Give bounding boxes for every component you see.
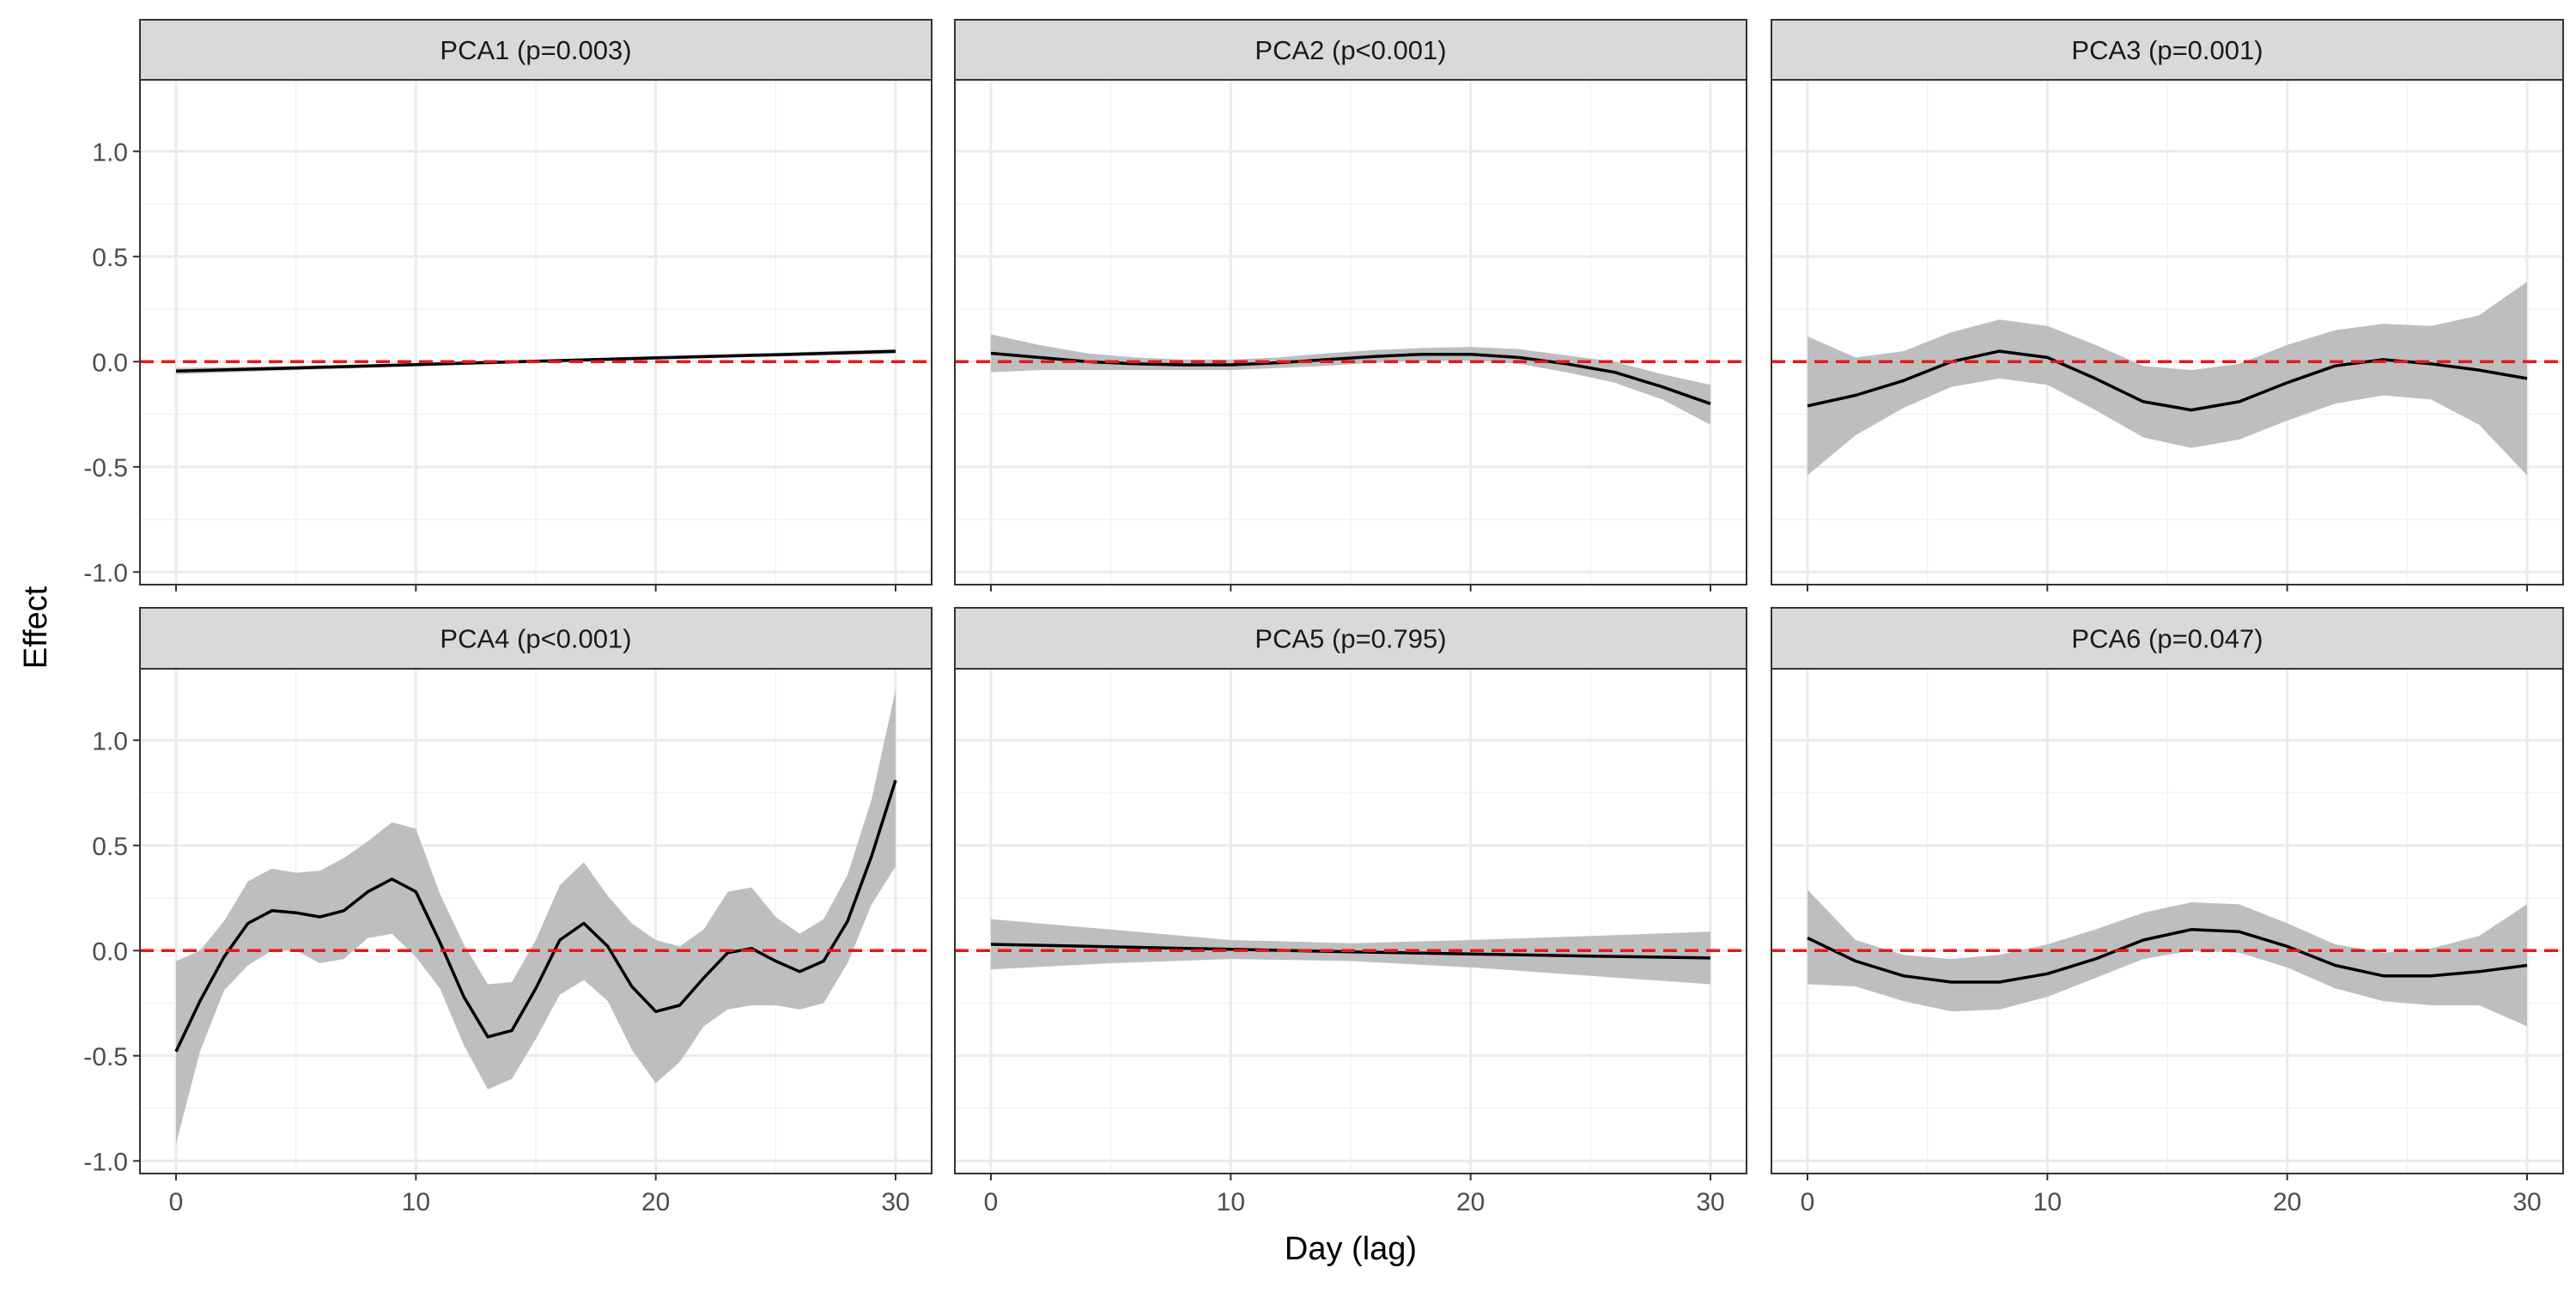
panel-2-strip-label: PCA2 (p<0.001): [1255, 35, 1446, 65]
panel-4-x-tick-label: 30: [881, 1188, 909, 1216]
panel-5-x-tick-label: 20: [1456, 1188, 1485, 1216]
panel-4-x-tick-label: 10: [402, 1188, 430, 1216]
panel-6-x-tick-label: 20: [2273, 1188, 2301, 1216]
panel-5-x-tick-label: 30: [1696, 1188, 1724, 1216]
panel-1-strip-label: PCA1 (p=0.003): [440, 35, 631, 65]
panel-4-y-tick-label: 0.5: [92, 833, 128, 861]
panel-5-x-tick-label: 0: [984, 1188, 999, 1216]
x-axis-title: Day (lag): [1285, 1231, 1417, 1267]
panel-6-x-tick-label: 30: [2512, 1188, 2541, 1216]
panel-3-strip-label: PCA3 (p=0.001): [2071, 35, 2263, 65]
panel-1-strip: [139, 19, 933, 81]
panel-4-y-tick-label: 0.0: [92, 937, 128, 966]
panel-6-confidence-band: [1807, 889, 2527, 1027]
panel-1-y-tick-label: 0.5: [92, 244, 128, 272]
panel-6-x-tick-label: 0: [1801, 1188, 1815, 1216]
panel-1-y-tick-label: -1.0: [83, 559, 128, 587]
panel-6-strip: [1771, 607, 2564, 670]
panel-2-confidence-band: [991, 334, 1710, 425]
panel-3-confidence-band: [1807, 282, 2527, 476]
panel-2-strip: [954, 19, 1747, 81]
panel-5-x-tick-label: 10: [1217, 1188, 1245, 1216]
panel-1-y-tick-label: 1.0: [92, 138, 128, 167]
panel-5-strip-label: PCA5 (p=0.795): [1255, 624, 1446, 654]
panel-4-y-tick-label: 1.0: [92, 727, 128, 755]
panel-4-x-tick-label: 0: [169, 1188, 184, 1216]
panel-3-strip: [1771, 19, 2564, 81]
panel-5-strip: [954, 607, 1747, 670]
panel-6-strip-label: PCA6 (p=0.047): [2071, 624, 2263, 654]
y-axis-title: Effect: [18, 585, 54, 669]
panel-4-y-tick-label: -0.5: [83, 1043, 128, 1071]
panel-4-strip-label: PCA4 (p<0.001): [440, 624, 631, 654]
panel-1-y-tick-label: -0.5: [83, 454, 128, 482]
panel-4-x-tick-label: 20: [641, 1188, 670, 1216]
panel-1-y-tick-label: 0.0: [92, 349, 128, 377]
panel-6-effect-line: [1807, 928, 2528, 984]
panel-6-x-tick-label: 10: [2033, 1188, 2062, 1216]
panel-4-y-tick-label: -1.0: [83, 1148, 128, 1176]
panel-4-strip: [139, 607, 933, 670]
panel-4-effect-line: [174, 779, 897, 1052]
